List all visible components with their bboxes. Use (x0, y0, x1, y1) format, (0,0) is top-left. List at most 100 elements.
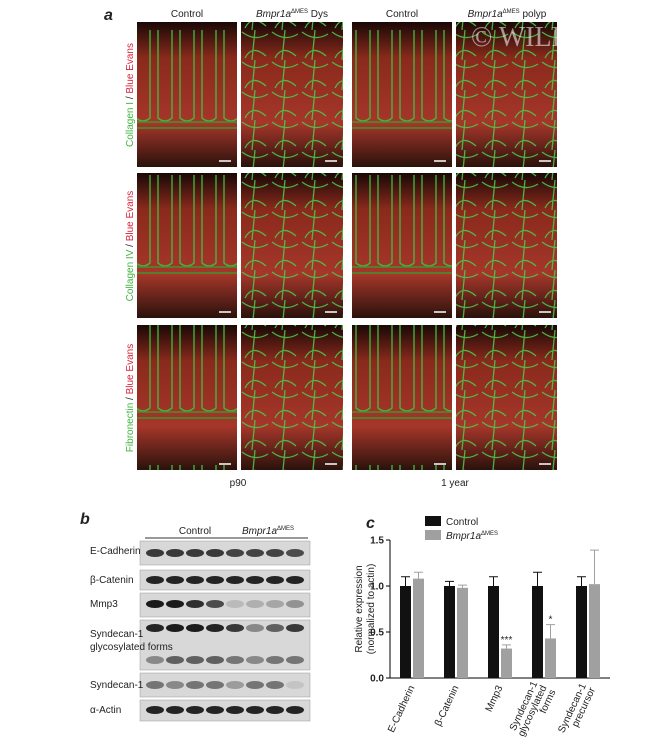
band (266, 681, 284, 689)
suffix: polyp (520, 9, 547, 20)
x-tick-label: β-Catenin (433, 684, 461, 728)
band (286, 576, 304, 584)
stain-overlay (352, 325, 452, 470)
blot-strip (139, 540, 311, 566)
band (166, 706, 184, 714)
suffix: Dys (308, 9, 328, 20)
blot-label: glycosylated forms (90, 642, 173, 653)
band (266, 576, 284, 584)
error-bar (546, 624, 555, 639)
error-bar (458, 584, 467, 588)
blot-strip (139, 672, 311, 698)
group-label: Control (179, 526, 211, 537)
stain-overlay (241, 173, 343, 318)
bar (488, 586, 499, 678)
band (146, 656, 164, 664)
band (246, 600, 264, 608)
band (146, 681, 164, 689)
band (146, 600, 164, 608)
y-tick-label: 1.5 (370, 536, 384, 547)
row-label: Collagen IV / Blue Evans (125, 191, 136, 302)
gene: Bmpr1a (256, 9, 291, 20)
legend-label: Bmpr1aΔMES (446, 531, 498, 542)
counterstain: Blue Evans (125, 43, 136, 94)
watermark: © WILEY (471, 22, 589, 53)
blot-strip (139, 592, 311, 618)
error-bar (445, 580, 454, 586)
significance: *** (501, 635, 513, 646)
legend-label: Control (446, 517, 478, 528)
x-tick-label: Syndecan-1precursor (556, 681, 598, 739)
band (266, 706, 284, 714)
stain-overlay (456, 22, 557, 167)
band (246, 706, 264, 714)
stain: Collagen IV (125, 249, 136, 301)
stain-overlay (352, 22, 452, 167)
y-axis-label: (normalized to actin) (366, 564, 377, 655)
y-tick-label: 0.5 (370, 628, 384, 639)
blot-label: α-Actin (90, 705, 121, 716)
error-bar (401, 576, 410, 586)
bar (589, 584, 600, 678)
band (286, 600, 304, 608)
column-header: Bmpr1aΔMES polyp (468, 9, 547, 20)
band (226, 576, 244, 584)
counterstain: Blue Evans (125, 191, 136, 242)
band (186, 549, 204, 557)
superscript: ΔMES (291, 9, 308, 15)
group-label: 1 year (441, 478, 469, 489)
bar (545, 638, 556, 678)
band (186, 706, 204, 714)
error-bar (590, 549, 599, 585)
blot-label: E-Cadherin (90, 546, 141, 557)
bar (444, 586, 455, 678)
superscript: ΔMES (277, 526, 294, 532)
legend-swatch (425, 516, 441, 526)
band (246, 576, 264, 584)
group-label: p90 (230, 478, 247, 489)
x-tick-label: Syndecan-1glycosylatedforms (507, 679, 559, 742)
stain-overlay (456, 173, 557, 318)
stain-overlay (137, 325, 237, 470)
bar (501, 648, 512, 678)
blot-label: Syndecan-1 (90, 680, 144, 691)
band (166, 624, 184, 632)
bar (400, 586, 411, 678)
micrographs (137, 22, 557, 470)
band (246, 624, 264, 632)
band (206, 624, 224, 632)
blot-label: Syndecan-1 (90, 629, 144, 640)
band (146, 624, 164, 632)
y-axis-label: Relative expression (354, 565, 365, 652)
stain-overlay (241, 325, 343, 470)
superscript: ΔMES (503, 9, 520, 15)
stain-overlay (456, 325, 557, 470)
significance: * (549, 615, 553, 626)
band (266, 656, 284, 664)
band (226, 549, 244, 557)
column-header: Control (171, 9, 203, 20)
blot-label: β-Catenin (90, 575, 134, 586)
band (206, 600, 224, 608)
counterstain: Blue Evans (125, 344, 136, 395)
label-line: E-Cadherin (386, 684, 417, 735)
error-bar (533, 571, 542, 586)
band (226, 624, 244, 632)
band (286, 656, 304, 664)
band (166, 576, 184, 584)
panel-label: a (104, 7, 113, 24)
column-header: Bmpr1aΔMES Dys (256, 9, 328, 20)
band (226, 600, 244, 608)
band (186, 656, 204, 664)
legend-superscript: ΔMES (481, 531, 498, 537)
band (186, 624, 204, 632)
separator: / (125, 394, 136, 402)
row-label: Collagen I / Blue Evans (125, 43, 136, 147)
error-bar (502, 644, 511, 649)
band (266, 600, 284, 608)
band (246, 681, 264, 689)
error-bar (577, 576, 586, 586)
band (226, 656, 244, 664)
band (166, 656, 184, 664)
